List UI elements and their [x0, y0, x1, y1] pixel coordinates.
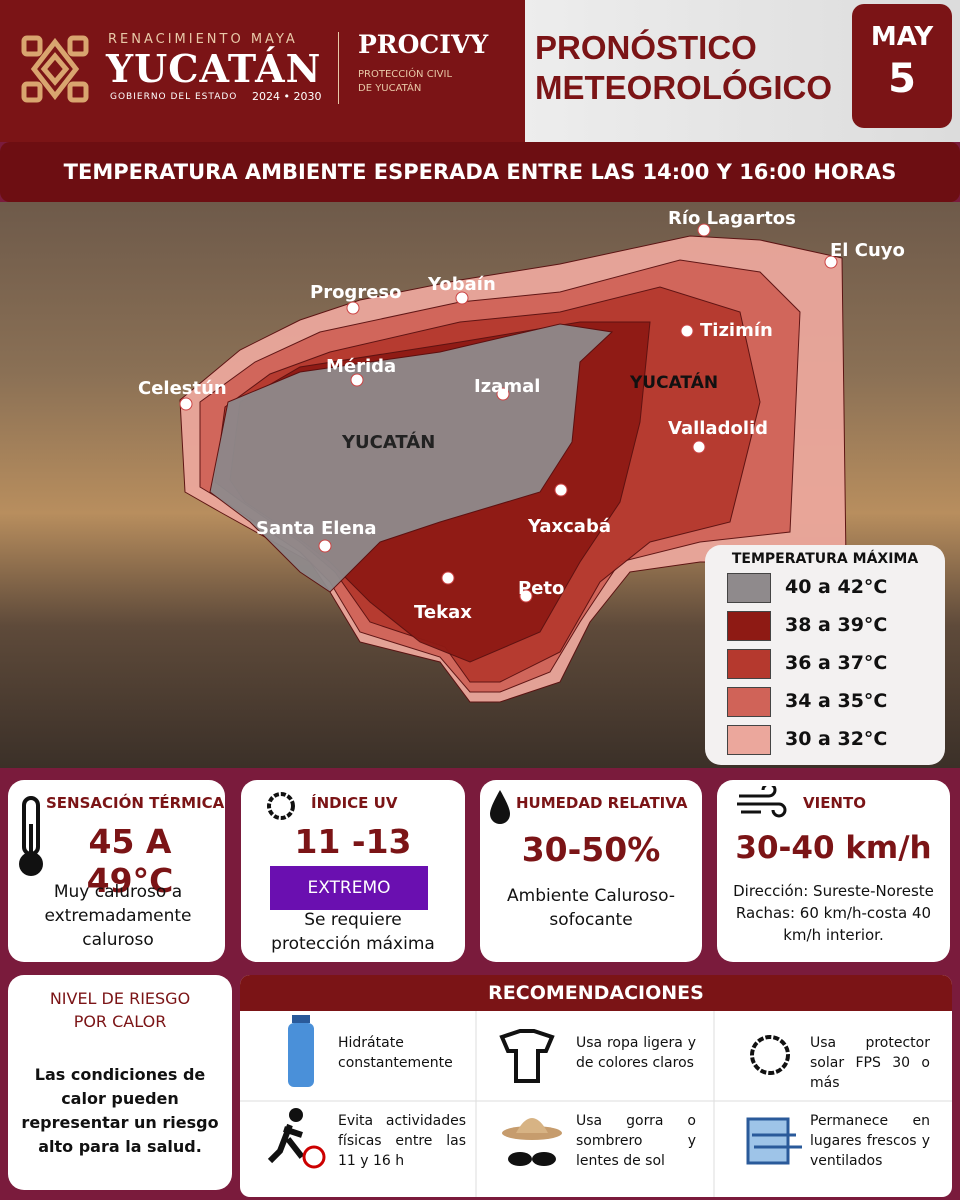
recommendation-text: Usa gorra o sombrero y lentes de sol [576, 1113, 696, 1169]
card-title: ÍNDICE UV [311, 794, 398, 812]
legend-label: 40 a 42°C [785, 576, 888, 598]
title: PRONÓSTICO METEOROLÓGICO [535, 29, 832, 106]
recommendation-text: Permanece en lugares frescos y ventilado… [810, 1113, 930, 1169]
map-point [350, 373, 364, 387]
map-point [455, 291, 469, 305]
wind-icon [737, 786, 787, 818]
recommendation-text: Hidrátate constantemente [338, 1035, 453, 1071]
map-watermark: YUCATÁN [341, 431, 435, 453]
brand-years: 2024 • 2030 [252, 90, 322, 103]
risk-card: NIVEL DE RIESGO POR CALOR Las condicione… [8, 975, 232, 1190]
map-point [318, 539, 332, 553]
legend-label: 34 a 35°C [785, 690, 888, 712]
map-point [346, 301, 360, 315]
brand-sub: GOBIERNO DEL ESTADO [110, 92, 238, 102]
map-label: Yaxcabá [527, 516, 611, 537]
map-label: Progreso [310, 282, 402, 303]
legend-label: 30 a 32°C [785, 728, 888, 750]
map-point [824, 255, 838, 269]
map-label: Izamal [474, 376, 540, 397]
card-title: VIENTO [803, 794, 866, 812]
brand: YUCATÁN [106, 46, 322, 91]
map-point [680, 324, 694, 338]
legend-label: 38 a 39°C [785, 614, 888, 636]
map-point [554, 483, 568, 497]
risk-title: NIVEL DE RIESGO POR CALOR [49, 989, 191, 1031]
sun-icon [267, 792, 295, 820]
map-label: Tekax [414, 602, 472, 623]
recommendations: RECOMENDACIONES Hidrátate constantemente… [240, 975, 952, 1197]
recommendation-text: Evita actividades físicas entre las 11 y… [338, 1113, 466, 1169]
card-text: Se requiere protección máxima [271, 910, 435, 954]
brand-top: RENACIMIENTO MAYA [108, 32, 298, 47]
map-area: YUCATÁN YUCATÁN Río Lagartos El Cuyo Progres… [0, 202, 960, 768]
map-label: Río Lagartos [668, 208, 796, 229]
divider [338, 32, 339, 104]
legend-swatch [727, 687, 771, 717]
map-point [692, 440, 706, 454]
card-uv: ÍNDICE UV 11 -13 EXTREMO Se requiere pro… [241, 780, 465, 962]
legend-swatch [727, 611, 771, 641]
legend-swatch [727, 649, 771, 679]
legend-title: TEMPERATURA MÁXIMA [731, 551, 919, 567]
card-wind: VIENTO 30-40 km/h Dirección: Sureste-Nor… [717, 780, 950, 962]
map-label: Tizimín [700, 320, 773, 341]
recommendations-title: RECOMENDACIONES [240, 975, 952, 1011]
risk-text: Las condiciones de calor pueden represen… [21, 1065, 219, 1156]
map-label: Peto [518, 578, 564, 599]
agency-sub: PROTECCIÓN CIVIL DE YUCATÁN [358, 69, 453, 94]
map-label: Mérida [326, 356, 396, 377]
card-value: 30-40 km/h [735, 830, 932, 866]
card-text: Muy caluroso a extremadamente caluroso [44, 882, 192, 950]
recommendation-icons [240, 1011, 952, 1197]
drop-icon [490, 790, 510, 824]
card-text: Ambiente Caluroso-sofocante [507, 886, 675, 930]
legend-swatch [727, 573, 771, 603]
map-watermark: YUCATÁN [629, 371, 718, 393]
map-point [697, 223, 711, 237]
thermometer-icon [19, 796, 43, 876]
map-region [209, 323, 614, 593]
map-label: Celestún [138, 378, 227, 399]
card-value: 45 A 49°C [86, 822, 174, 900]
map-point [179, 397, 193, 411]
map-label: El Cuyo [830, 240, 905, 261]
recommendation-text: Usa protector solar FPS 30 o más [810, 1035, 930, 1091]
map: YUCATÁN YUCATÁN Río Lagartos El Cuyo Progres… [138, 208, 905, 703]
map-label: Santa Elena [256, 518, 377, 539]
card-title: HUMEDAD RELATIVA [516, 794, 688, 812]
map-point [496, 387, 510, 401]
date: MAY 5 [852, 4, 952, 128]
logo [21, 35, 89, 103]
uv-badge: EXTREMO [270, 866, 428, 910]
legend: TEMPERATURA MÁXIMA 40 a 42°C 38 a 39°C 36 … [705, 545, 945, 765]
card-thermal: SENSACIÓN TÉRMICA 45 A 49°C Muy caluroso… [8, 780, 225, 962]
header-brand: RENACIMIENTO MAYA YUCATÁN GOBIERNO DEL E… [0, 0, 525, 142]
map-point [441, 571, 455, 585]
map-point [519, 589, 533, 603]
map-label: Yobaín [427, 274, 496, 295]
card-title: SENSACIÓN TÉRMICA [46, 794, 225, 812]
recommendation-text: Usa ropa ligera y de colores claros [576, 1035, 696, 1071]
agency: PROCIVY [358, 30, 489, 59]
card-text: Dirección: Sureste-Noreste Rachas: 60 km… [733, 882, 934, 944]
card-value: 30-50% [521, 830, 661, 869]
legend-label: 36 a 37°C [785, 652, 888, 674]
month: MAY [870, 22, 934, 52]
banner: TEMPERATURA AMBIENTE ESPERADA ENTRE LAS … [0, 142, 960, 202]
map-label: Valladolid [668, 418, 768, 439]
legend-swatch [727, 725, 771, 755]
card-humidity: HUMEDAD RELATIVA 30-50% Ambiente Caluros… [480, 780, 702, 962]
day: 5 [888, 56, 916, 102]
card-value: 11 -13 [294, 822, 412, 861]
